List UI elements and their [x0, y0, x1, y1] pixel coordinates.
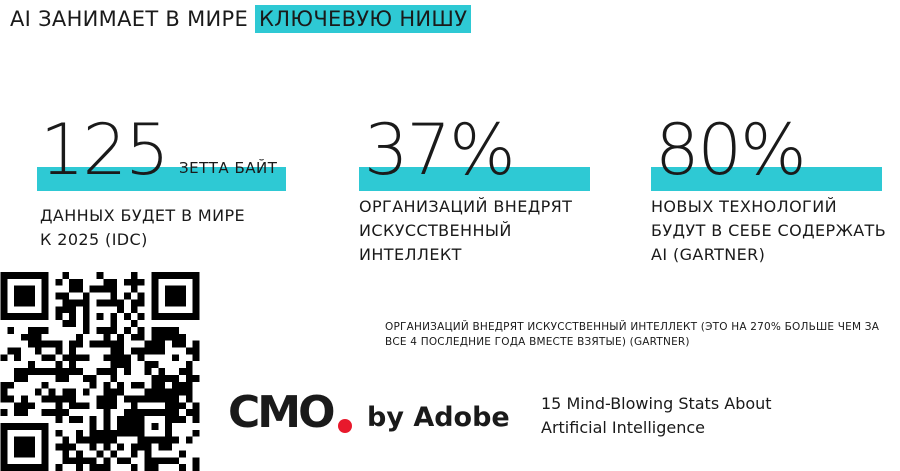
stat-1-desc-line: К 2025 (IDC) — [40, 230, 148, 249]
stat-2-number: 37% — [364, 109, 516, 191]
stat-3-desc-line: НОВЫХ ТЕХНОЛОГИЙ — [651, 197, 837, 216]
stat-1-bar — [37, 167, 286, 191]
page-title: AI ЗАНИМАЕТ В МИРЕ КЛЮЧЕВУЮ НИШУ — [10, 4, 472, 34]
logo-dot — [338, 419, 352, 433]
stat-3-number: 80% — [655, 109, 807, 191]
stat-1-number: 125 — [40, 109, 170, 191]
source-line: Artificial Intelligence — [541, 418, 705, 437]
stat-1-unit: ЗЕТТА БАЙТ — [179, 159, 278, 177]
stat-2-desc-line: ИСКУССТВЕННЫЙ — [359, 221, 512, 240]
qr-code-icon[interactable] — [0, 272, 200, 471]
stat-1-description: ДАННЫХ БУДЕТ В МИРЕ К 2025 (IDC) — [40, 204, 300, 252]
stat-3-description: НОВЫХ ТЕХНОЛОГИЙ БУДУТ В СЕБЕ СОДЕРЖАТЬ … — [651, 195, 896, 267]
stat-3-bar — [651, 167, 882, 191]
cmo-logo: CMO — [228, 387, 335, 438]
qr-modules — [0, 272, 200, 471]
stat-2-desc-line: ОРГАНИЗАЦИЙ ВНЕДРЯТ — [359, 197, 573, 216]
title-highlight: КЛЮЧЕВУЮ НИШУ — [255, 5, 472, 33]
source-caption: 15 Mind-Blowing Stats About Artificial I… — [541, 392, 772, 440]
title-prefix: AI ЗАНИМАЕТ В МИРЕ — [10, 7, 256, 31]
source-line: 15 Mind-Blowing Stats About — [541, 394, 772, 413]
stat-2-desc-line: ИНТЕЛЛЕКТ — [359, 245, 462, 264]
stat-2-bar — [359, 167, 590, 191]
stat-2-description: ОРГАНИЗАЦИЙ ВНЕДРЯТ ИСКУССТВЕННЫЙ ИНТЕЛЛ… — [359, 195, 629, 267]
stat-1-desc-line: ДАННЫХ БУДЕТ В МИРЕ — [40, 206, 246, 225]
footnote: ОРГАНИЗАЦИЙ ВНЕДРЯТ ИСКУССТВЕННЫЙ ИНТЕЛЛ… — [385, 320, 895, 350]
stat-3-desc-line: AI (GARTNER) — [651, 245, 766, 264]
footnote-line: ВСЕ 4 ПОСЛЕДНИЕ ГОДА ВМЕСТЕ ВЗЯТЫЕ) (GAR… — [385, 336, 690, 348]
stat-3-desc-line: БУДУТ В СЕБЕ СОДЕРЖАТЬ — [651, 221, 887, 240]
footnote-line: ОРГАНИЗАЦИЙ ВНЕДРЯТ ИСКУССТВЕННЫЙ ИНТЕЛЛ… — [385, 321, 880, 333]
logo-suffix: by Adobe — [367, 402, 510, 433]
